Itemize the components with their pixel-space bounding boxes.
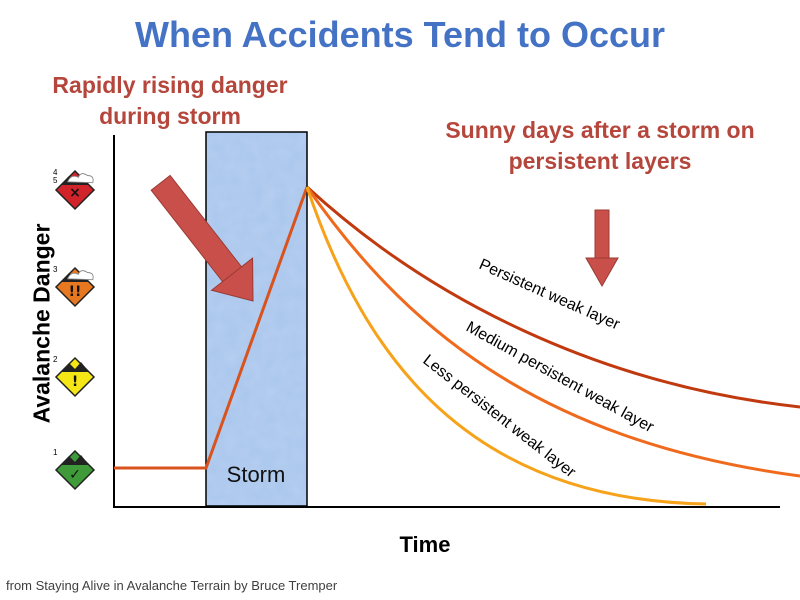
svg-text:5: 5 [53, 176, 58, 185]
svg-text:×: × [69, 185, 81, 201]
danger-level-1-icon: 1 ✓ [53, 448, 96, 491]
danger-level-4-5-icon: 4 5 × [53, 168, 96, 211]
curve-persistent [305, 185, 800, 409]
svg-text:1: 1 [53, 448, 58, 457]
svg-text:4: 4 [53, 168, 58, 177]
page-title: When Accidents Tend to Occur [134, 14, 666, 55]
curve-less-persistent [305, 186, 707, 506]
annotation-rising-danger: Rapidly rising danger during storm [52, 72, 288, 129]
svg-text:3: 3 [53, 265, 58, 274]
svg-text:!!: !! [69, 284, 82, 300]
source-credit: from Staying Alive in Avalanche Terrain … [6, 578, 338, 593]
arrow-sunny-days [585, 209, 619, 288]
svg-text:!: ! [72, 374, 78, 390]
arrow-rising-danger [150, 174, 254, 302]
danger-level-2-icon: 2 ! [53, 355, 96, 398]
y-axis-label: Avalanche Danger [28, 223, 55, 424]
annotation-sunny-days: Sunny days after a storm on persistent l… [445, 117, 755, 174]
storm-texture [207, 133, 306, 505]
storm-label: Storm [226, 462, 286, 487]
danger-rise-line [114, 186, 309, 470]
curve-medium-persistent [305, 186, 800, 478]
x-axis-label: Time [399, 532, 451, 557]
svg-text:2: 2 [53, 355, 58, 364]
danger-level-3-icon: 3 !! [53, 265, 96, 308]
svg-text:✓: ✓ [69, 467, 81, 483]
